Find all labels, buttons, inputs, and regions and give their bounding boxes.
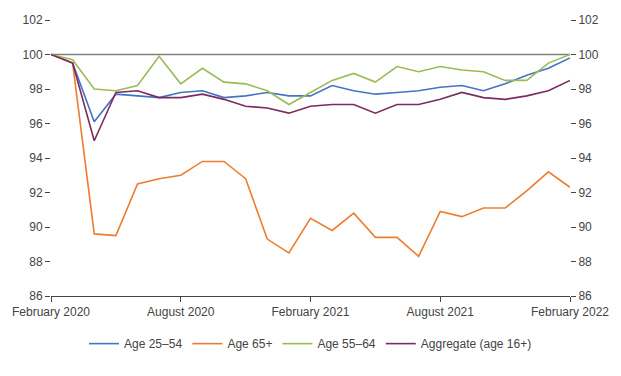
svg-text:92: 92 — [29, 186, 43, 200]
svg-text:98: 98 — [578, 82, 592, 96]
svg-text:94: 94 — [578, 151, 592, 165]
svg-text:86: 86 — [29, 289, 43, 303]
svg-text:102: 102 — [578, 13, 598, 27]
svg-text:94: 94 — [29, 151, 43, 165]
svg-text:Age 55–64: Age 55–64 — [317, 337, 375, 351]
svg-text:86: 86 — [578, 289, 592, 303]
svg-text:100: 100 — [23, 48, 43, 62]
svg-text:96: 96 — [29, 117, 43, 131]
svg-text:Age 65+: Age 65+ — [227, 337, 272, 351]
svg-text:102: 102 — [23, 13, 43, 27]
svg-text:90: 90 — [578, 220, 592, 234]
svg-text:98: 98 — [29, 82, 43, 96]
svg-text:Aggregate (age 16+): Aggregate (age 16+) — [421, 337, 531, 351]
svg-text:August 2021: August 2021 — [407, 305, 475, 319]
svg-text:90: 90 — [29, 220, 43, 234]
svg-text:92: 92 — [578, 186, 592, 200]
svg-text:August 2020: August 2020 — [147, 305, 215, 319]
svg-text:February 2022: February 2022 — [531, 305, 609, 319]
svg-text:88: 88 — [29, 255, 43, 269]
svg-text:88: 88 — [578, 255, 592, 269]
svg-text:Age 25–54: Age 25–54 — [124, 337, 182, 351]
svg-text:96: 96 — [578, 117, 592, 131]
svg-text:100: 100 — [578, 48, 598, 62]
svg-text:February 2021: February 2021 — [271, 305, 349, 319]
svg-text:February 2020: February 2020 — [12, 305, 90, 319]
